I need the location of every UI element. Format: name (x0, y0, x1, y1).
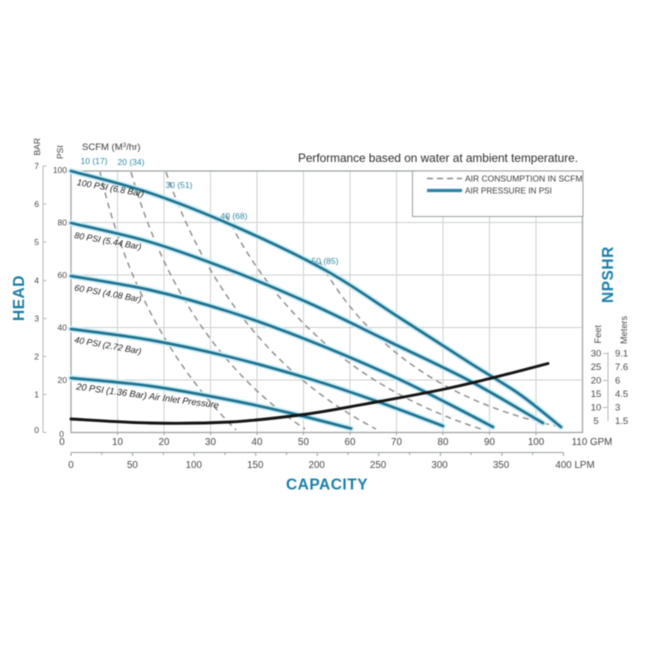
svg-text:Feet: Feet (593, 325, 603, 344)
svg-text:350: 350 (493, 460, 510, 471)
svg-text:70: 70 (391, 437, 402, 448)
svg-text:Meters: Meters (619, 316, 629, 344)
svg-text:6: 6 (615, 376, 620, 387)
svg-text:0: 0 (59, 429, 64, 439)
svg-text:3: 3 (34, 314, 39, 324)
svg-text:20: 20 (591, 376, 602, 387)
svg-text:40: 40 (58, 323, 68, 333)
svg-text:2: 2 (34, 352, 39, 362)
svg-text:30 (51): 30 (51) (166, 180, 193, 190)
svg-text:400 LPM: 400 LPM (555, 460, 594, 471)
svg-text:AIR PRESSURE IN PSI: AIR PRESSURE IN PSI (465, 187, 552, 196)
svg-text:10: 10 (591, 403, 602, 414)
svg-text:20 (34): 20 (34) (118, 157, 145, 167)
svg-text:NPSHR: NPSHR (600, 246, 617, 303)
svg-text:110 GPM: 110 GPM (572, 437, 613, 448)
svg-text:50: 50 (127, 460, 138, 471)
svg-text:AIR CONSUMPTION IN SCFM: AIR CONSUMPTION IN SCFM (465, 174, 583, 184)
svg-text:4.5: 4.5 (615, 389, 628, 400)
svg-text:50 (85): 50 (85) (312, 256, 339, 266)
svg-text:20: 20 (58, 375, 68, 385)
svg-text:4: 4 (34, 276, 39, 286)
svg-text:60: 60 (58, 270, 68, 280)
svg-text:SCFM (M3/hr): SCFM (M3/hr) (82, 142, 141, 153)
svg-text:5: 5 (34, 237, 39, 247)
svg-text:1: 1 (34, 390, 39, 400)
svg-text:60: 60 (345, 437, 356, 448)
svg-text:15: 15 (591, 389, 602, 400)
svg-text:200: 200 (309, 460, 326, 471)
svg-text:1.5: 1.5 (615, 416, 628, 427)
svg-text:0: 0 (68, 460, 74, 471)
svg-text:90: 90 (484, 437, 495, 448)
svg-text:9.1: 9.1 (615, 349, 628, 360)
svg-text:20: 20 (159, 437, 170, 448)
svg-text:7.6: 7.6 (615, 362, 628, 373)
svg-text:250: 250 (370, 460, 387, 471)
svg-text:7: 7 (34, 161, 39, 171)
svg-text:Performance based on water at: Performance based on water at ambient te… (298, 151, 578, 165)
svg-text:HEAD: HEAD (11, 275, 28, 321)
svg-text:100: 100 (528, 437, 545, 448)
svg-text:6: 6 (34, 199, 39, 209)
svg-text:30: 30 (591, 349, 602, 360)
svg-text:40: 40 (252, 437, 263, 448)
svg-text:300: 300 (431, 460, 448, 471)
svg-text:30: 30 (205, 437, 216, 448)
svg-text:100: 100 (186, 460, 203, 471)
svg-text:5: 5 (593, 416, 598, 427)
svg-text:80: 80 (438, 437, 449, 448)
svg-text:25: 25 (591, 362, 602, 373)
svg-text:PSI: PSI (55, 145, 65, 159)
svg-text:80: 80 (58, 218, 68, 228)
svg-text:10 (17): 10 (17) (81, 156, 108, 166)
svg-text:BAR: BAR (32, 138, 42, 155)
svg-text:0: 0 (59, 437, 65, 448)
svg-text:100: 100 (53, 165, 67, 175)
svg-text:40 (68): 40 (68) (221, 211, 248, 221)
svg-text:CAPACITY: CAPACITY (286, 477, 368, 494)
svg-text:50: 50 (298, 437, 309, 448)
svg-text:3: 3 (615, 403, 620, 414)
svg-text:0: 0 (34, 425, 39, 435)
svg-text:10: 10 (112, 437, 123, 448)
svg-text:150: 150 (247, 460, 264, 471)
